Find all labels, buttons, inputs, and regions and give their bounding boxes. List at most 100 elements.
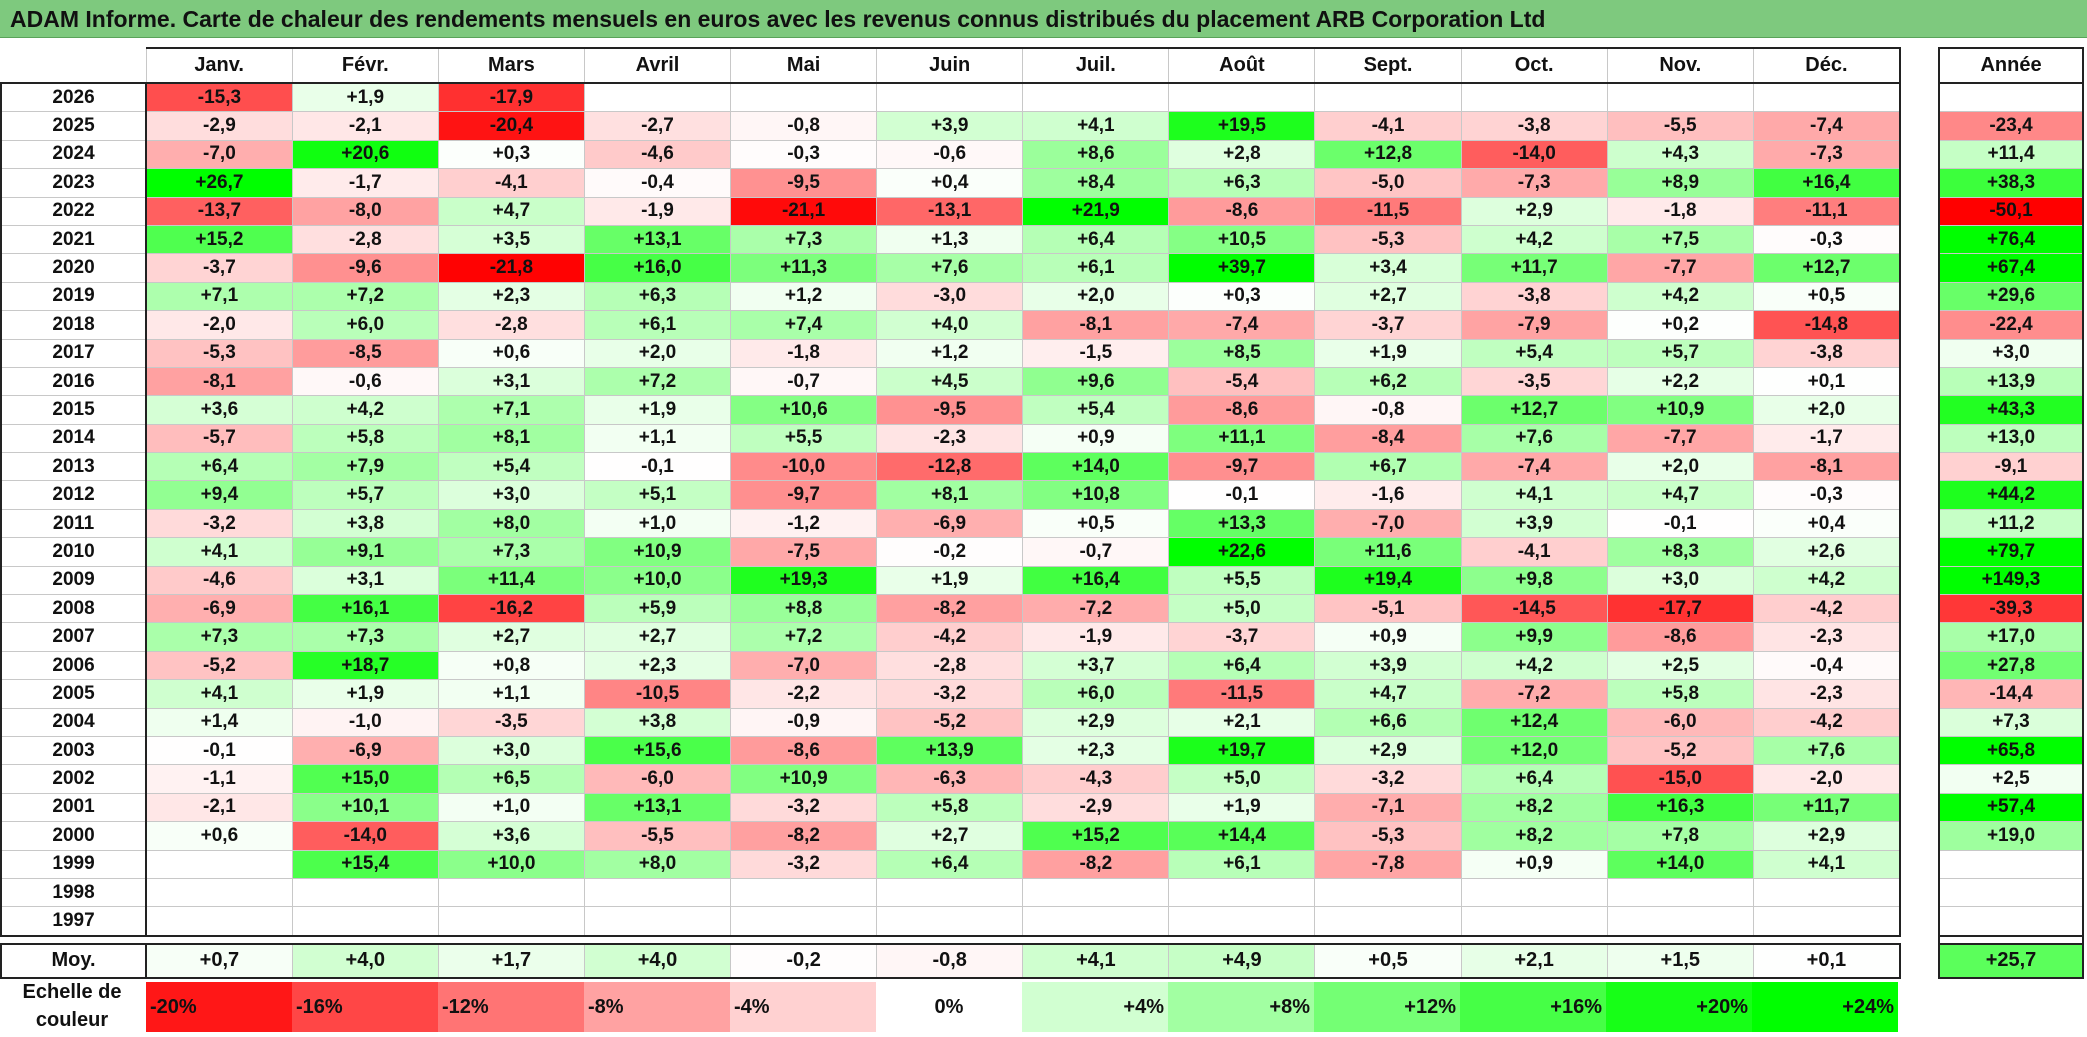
heatmap-cell: -9,5 [876, 395, 1024, 425]
heatmap-cell: +0,5 [1752, 281, 1901, 312]
heatmap-row: 2018 -2,0 +6,0 -2,8 +6,1 +7,4 +4,0 -8,1 -7,4 -3,7… [0, 310, 1901, 340]
heatmap-cell: +3,4 [1314, 253, 1462, 283]
heatmap-cell: +1,9 [1168, 792, 1316, 823]
heatmap-row: 2009 -4,6 +3,1 +11,4 +10,0 +19,3 +1,9 +16,4 +5,5… [0, 565, 1901, 596]
heatmap-cell: +5,8 [291, 423, 439, 454]
heatmap-cell: +5,4 [1460, 338, 1608, 368]
month-header: Févr. [291, 47, 439, 84]
annual-cell [1938, 906, 2084, 937]
row-year-label: 1998 [0, 877, 148, 908]
average-cell: +1,5 [1606, 942, 1754, 979]
heatmap-cell: -4,3 [1022, 764, 1170, 794]
heatmap-cell: +7,9 [291, 452, 439, 482]
heatmap-cell: +5,7 [291, 480, 439, 510]
chart-title: ADAM Informe. Carte de chaleur des rende… [0, 0, 2087, 38]
row-year-label: 2001 [0, 792, 148, 823]
heatmap-cell: -2,9 [1022, 792, 1170, 823]
heatmap-cell: +16,3 [1606, 792, 1754, 823]
row-year-label: 2015 [0, 395, 148, 425]
annual-cell: -9,1 [1938, 452, 2084, 482]
heatmap-cell: +5,0 [1168, 764, 1316, 794]
heatmap-cell: -5,0 [1314, 168, 1462, 198]
heatmap-cell [291, 877, 439, 908]
heatmap-cell: +6,2 [1314, 366, 1462, 397]
heatmap-cell: +7,1 [145, 281, 293, 312]
heatmap-cell: +5,7 [1606, 338, 1754, 368]
heatmap-cell [1606, 82, 1754, 113]
heatmap-cell [437, 877, 585, 908]
heatmap-cell: -7,5 [730, 537, 878, 567]
heatmap-row: 2005 +4,1 +1,9 +1,1 -10,5 -2,2 -3,2 +6,0 -11,5 +4… [0, 679, 1901, 709]
heatmap-cell: +1,2 [876, 338, 1024, 368]
heatmap-cell: -3,2 [876, 679, 1024, 709]
annual-cell: +27,8 [1938, 650, 2084, 681]
heatmap-cell: -2,1 [291, 111, 439, 141]
heatmap-cell: +3,0 [437, 480, 585, 510]
heatmap-cell: -6,9 [876, 508, 1024, 539]
heatmap-cell: -2,0 [1752, 764, 1901, 794]
heatmap-cell: -7,0 [145, 139, 293, 170]
color-scale-stop: -20% [146, 982, 292, 1032]
heatmap-cell: +3,8 [583, 707, 732, 737]
annual-cell: -22,4 [1938, 310, 2084, 340]
heatmap-cell [437, 906, 585, 937]
heatmap-cell: +6,7 [1314, 452, 1462, 482]
heatmap-cell [1314, 906, 1462, 937]
row-year-label: 2008 [0, 594, 148, 624]
heatmap-cell: -0,6 [291, 366, 439, 397]
heatmap-cell: -1,8 [730, 338, 878, 368]
heatmap-cell: +11,6 [1314, 537, 1462, 567]
heatmap-cell: +6,0 [1022, 679, 1170, 709]
heatmap-cell: +5,4 [437, 452, 585, 482]
heatmap-row: 2011 -3,2 +3,8 +8,0 +1,0 -1,2 -6,9 +0,5 +13,3 -7,… [0, 508, 1901, 539]
heatmap-cell: +0,5 [1022, 508, 1170, 539]
row-year-label: 2021 [0, 224, 148, 255]
heatmap-cell: -2,8 [876, 650, 1024, 681]
color-scale-stop: -16% [292, 982, 438, 1032]
heatmap-cell: +4,2 [1752, 565, 1901, 596]
heatmap-cell: +2,3 [1022, 735, 1170, 766]
heatmap-cell: -2,3 [1752, 622, 1901, 652]
heatmap-row: 2004 +1,4 -1,0 -3,5 +3,8 -0,9 -5,2 +2,9 +2,1 +6,6… [0, 707, 1901, 737]
heatmap-cell: -8,6 [1606, 622, 1754, 652]
heatmap-cell: +2,7 [583, 622, 732, 652]
color-scale: Echelle de couleur -20% -16% -12% -8% -4% 0% +… [0, 976, 1901, 1036]
annual-cell [1938, 82, 2084, 113]
row-year-label: 2006 [0, 650, 148, 681]
heatmap-cell: -0,8 [730, 111, 878, 141]
heatmap-cell: +4,1 [145, 537, 293, 567]
heatmap-cell: +1,9 [583, 395, 732, 425]
heatmap-cell: +6,4 [1022, 224, 1170, 255]
heatmap-cell: -3,7 [145, 253, 293, 283]
annual-cell: -50,1 [1938, 196, 2084, 226]
heatmap-cell: +3,5 [437, 224, 585, 255]
heatmap-cell [1606, 877, 1754, 908]
heatmap-row: 2007 +7,3 +7,3 +2,7 +2,7 +7,2 -4,2 -1,9 -3,7 +0,9… [0, 622, 1901, 652]
color-scale-label: Echelle de couleur [0, 976, 144, 1036]
heatmap-cell: +3,9 [1460, 508, 1608, 539]
heatmap-cell: -7,7 [1606, 253, 1754, 283]
annual-column: Année -23,4 +11,4 +38,3 -50,1 +76,4 +67,4 +29,… [1938, 47, 2084, 979]
heatmap-cell: +2,0 [1022, 281, 1170, 312]
heatmap-cell: +4,1 [145, 679, 293, 709]
heatmap-cell [730, 906, 878, 937]
average-cell: -0,8 [876, 942, 1024, 979]
heatmap-cell: -0,4 [583, 168, 732, 198]
heatmap-cell [291, 906, 439, 937]
heatmap-cell: +19,5 [1168, 111, 1316, 141]
heatmap-cell: +3,9 [876, 111, 1024, 141]
color-scale-label-line2: couleur [35, 1009, 109, 1031]
heatmap-cell: -7,3 [1752, 139, 1901, 170]
color-scale-stop: +8% [1168, 982, 1314, 1032]
heatmap-row: 2019 +7,1 +7,2 +2,3 +6,3 +1,2 -3,0 +2,0 +0,3 +2,7… [0, 281, 1901, 312]
heatmap-cell: +7,3 [437, 537, 585, 567]
heatmap-cell: -0,3 [1752, 480, 1901, 510]
heatmap-cell: +0,4 [1752, 508, 1901, 539]
heatmap-cell: -1,6 [1314, 480, 1462, 510]
heatmap-cell: -10,0 [730, 452, 878, 482]
heatmap-cell: +10,9 [583, 537, 732, 567]
heatmap-cell: -2,0 [145, 310, 293, 340]
row-year-label: 2010 [0, 537, 148, 567]
color-scale-stop: -4% [730, 982, 876, 1032]
heatmap-row: 2026 -15,3 +1,9 -17,9 [0, 82, 1901, 113]
